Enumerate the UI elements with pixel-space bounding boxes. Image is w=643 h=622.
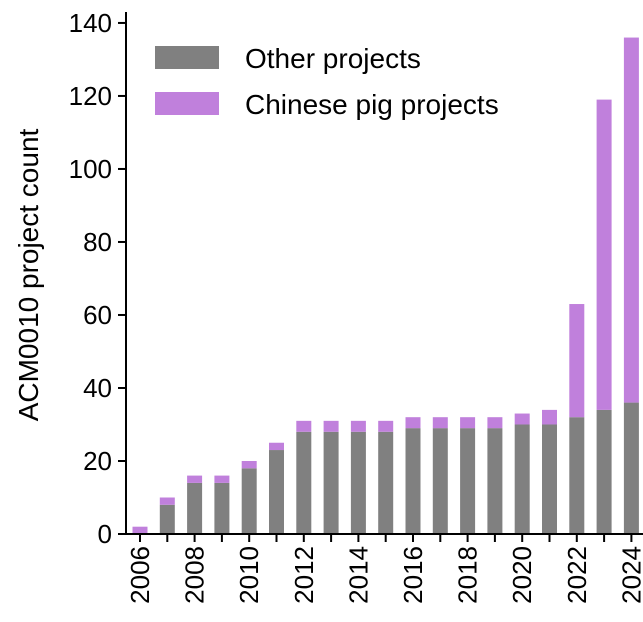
bar-chinese-pig-2012 (296, 420, 312, 432)
bar-chinese-pig-2007 (159, 497, 175, 505)
bar-chinese-pig-2018 (460, 417, 476, 429)
y-axis-title: ACM0010 project count (13, 128, 44, 421)
x-tick-label-2022: 2022 (562, 546, 592, 604)
bar-chinese-pig-2023 (596, 99, 612, 410)
bar-chinese-pig-2017 (432, 417, 448, 429)
bar-other-2011 (269, 450, 284, 534)
x-tick-label-2008: 2008 (180, 546, 210, 604)
bar-other-2009 (214, 482, 230, 534)
y-tick-label-0: 0 (98, 519, 112, 549)
bar-other-2014 (350, 431, 366, 534)
x-tick-label-2018: 2018 (453, 546, 483, 604)
bar-other-2018 (460, 428, 476, 534)
bar-chinese-pig-2016 (405, 417, 421, 429)
bar-other-2007 (159, 504, 175, 534)
x-tick-label-2024: 2024 (616, 546, 643, 604)
x-tick-label-2006: 2006 (125, 546, 155, 604)
bar-other-2008 (187, 482, 203, 534)
x-tick-label-2016: 2016 (398, 546, 428, 604)
legend-swatch-other (155, 46, 219, 69)
bar-other-2022 (569, 417, 585, 534)
y-tick-label-100: 100 (69, 154, 112, 184)
bar-other-2013 (323, 431, 339, 534)
x-tick-label-2014: 2014 (343, 546, 373, 604)
bar-other-2024 (623, 402, 639, 534)
x-tick-label-2010: 2010 (234, 546, 264, 604)
bar-other-2017 (432, 428, 448, 534)
axes-layer (125, 12, 643, 535)
bars-layer (132, 37, 639, 534)
bar-chinese-pig-2015 (378, 420, 394, 432)
bar-chinese-pig-2014 (350, 420, 366, 432)
legend-swatch-chinese-pig (155, 92, 219, 115)
bar-other-2016 (405, 428, 421, 534)
x-tick-label-2012: 2012 (289, 546, 319, 604)
bar-other-2023 (596, 409, 612, 534)
y-ticks: 0 20 40 60 80 100 120 140 (69, 8, 126, 549)
bar-chinese-pig-2011 (269, 442, 284, 451)
bar-chinese-pig-2022 (569, 304, 585, 418)
y-tick-label-80: 80 (83, 227, 112, 257)
y-tick-label-40: 40 (83, 373, 112, 403)
bar-other-2019 (487, 428, 503, 534)
x-ticks: 2006 2008 2010 2012 2014 2016 2018 2020 2022 2024 (125, 534, 643, 604)
y-tick-label-60: 60 (83, 300, 112, 330)
bar-chinese-pig-2020 (514, 413, 530, 425)
bar-chinese-pig-2021 (542, 409, 557, 425)
bar-chinese-pig-2024 (623, 37, 639, 403)
x-tick-label-2020: 2020 (507, 546, 537, 604)
y-tick-label-140: 140 (69, 8, 112, 38)
bar-chinese-pig-2009 (214, 475, 230, 483)
bar-other-2015 (378, 431, 394, 534)
bar-chinese-pig-2010 (241, 460, 257, 469)
legend-label-chinese-pig: Chinese pig projects (245, 89, 499, 120)
bar-chinese-pig-2013 (323, 420, 339, 432)
y-tick-label-120: 120 (69, 81, 112, 111)
bar-other-2021 (542, 424, 557, 534)
legend-label-other: Other projects (245, 43, 421, 74)
y-tick-label-20: 20 (83, 446, 112, 476)
bar-chinese-pig-2008 (187, 475, 203, 483)
bar-chinese-pig-2006 (132, 526, 148, 534)
legend: Other projects Chinese pig projects (155, 43, 499, 120)
bar-chinese-pig-2019 (487, 417, 503, 429)
bar-other-2020 (514, 424, 530, 534)
bar-other-2010 (241, 468, 257, 534)
bar-other-2012 (296, 431, 312, 534)
